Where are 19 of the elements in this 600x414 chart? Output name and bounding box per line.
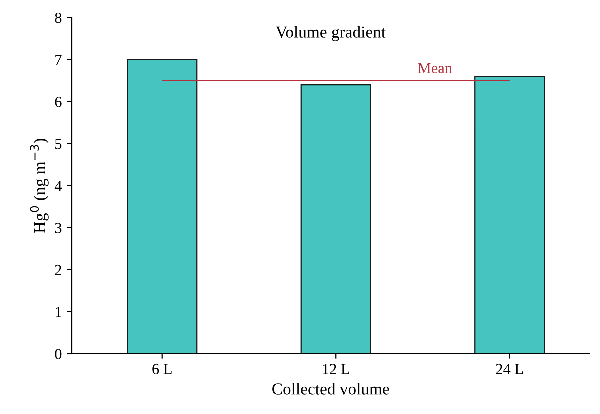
y-tick-label: 0: [55, 349, 62, 360]
y-tick-label: 2: [55, 265, 62, 276]
bar: [474, 76, 546, 354]
ref-line-label: Mean: [418, 63, 452, 74]
y-tick-label: 7: [56, 55, 62, 66]
x-tick-label: 24 L: [496, 364, 524, 374]
y-axis-title: Hg$^{0}$ (ng m$^{−3}$): [30, 139, 49, 234]
y-tick-label: 4: [54, 181, 62, 192]
y-tick-label: 8: [55, 12, 62, 24]
y-tick-label: 3: [55, 223, 62, 234]
y-tick-label: 6: [55, 97, 62, 108]
bar: [300, 84, 372, 354]
x-tick-label: 12 L: [323, 364, 350, 374]
y-tick-label: 5: [56, 139, 62, 150]
x-tick-label: 6 L: [152, 364, 172, 374]
bar: [127, 59, 198, 354]
x-axis-title: Collected volume: [272, 383, 390, 395]
chart-title: Volume gradient: [276, 26, 386, 42]
y-tick-label: 1: [56, 307, 62, 318]
